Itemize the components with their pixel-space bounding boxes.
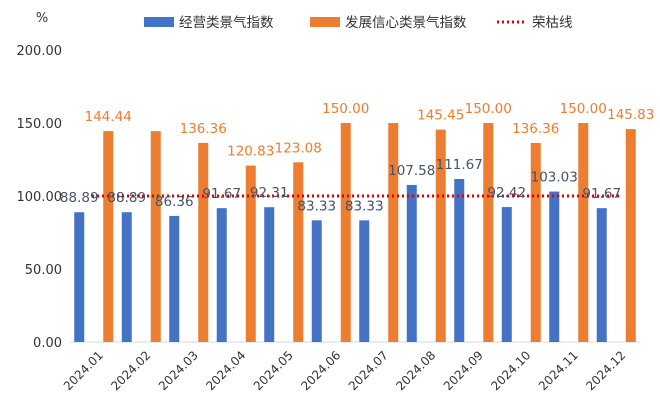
y-tick-label: 50.00 [25,263,62,278]
data-label-series-1: 107.58 [388,163,435,179]
data-label-series-1: 91.67 [202,186,241,202]
x-tick-label: 2024.05 [251,348,296,393]
x-tick-label: 2024.01 [61,348,106,393]
legend-label-series-1: 经营类景气指数 [179,15,274,31]
data-label-series-1: 91.67 [582,186,621,202]
bar-series-2-2024.12 [625,129,636,342]
data-label-series-1: 103.03 [531,170,578,186]
bar-series-1-2024.02 [121,212,132,342]
x-tick-label: 2024.12 [583,348,628,393]
bar-series-2-2024.11 [578,123,589,342]
bar-series-1-2024.03 [169,215,180,342]
y-axis-ticks: 0.00 50.00 100.00 150.00 200.00 [17,44,63,351]
bar-series-2-2024.02 [150,131,161,342]
bar-series-1-2024.08 [406,184,417,342]
bar-series-1-2024.06 [311,220,322,342]
legend-label-reference-line: 荣枯线 [532,15,573,31]
data-label-series-1: 86.36 [155,194,194,210]
data-label-series-2: 150.00 [465,101,512,117]
x-tick-label: 2024.08 [393,348,438,393]
data-label-series-2: 136.36 [180,121,227,137]
bar-series-2-2024.08 [435,129,446,342]
data-label-series-2: 136.36 [512,121,559,137]
legend-swatch-series-1 [144,17,174,27]
data-label-series-2: 150.00 [322,101,369,117]
data-label-series-2: 145.45 [417,108,464,124]
x-tick-label: 2024.06 [298,348,343,393]
data-label-series-1: 88.89 [60,190,99,206]
x-tick-label: 2024.03 [156,348,201,393]
legend-label-series-2: 发展信心类景气指数 [345,15,467,31]
bar-series-1-2024.05 [264,207,275,342]
bar-series-2-2024.03 [198,142,209,342]
data-label-series-1: 83.33 [297,198,336,214]
x-axis-ticks: 2024.01 2024.02 2024.03 2024.04 2024.05 2024.… [61,348,628,393]
data-label-series-2: 145.83 [607,107,654,123]
data-label-series-1: 83.33 [345,198,384,214]
x-tick-label: 2024.02 [108,348,153,393]
bar-series-2-2024.10 [530,142,541,342]
y-tick-label: 0.00 [33,336,62,351]
legend-swatch-series-2 [310,17,340,27]
bar-series-1-2024.04 [216,208,227,342]
data-label-series-2: 120.83 [227,144,274,160]
data-label-series-2: 150.00 [560,101,607,117]
data-label-series-1: 111.67 [436,157,483,173]
data-label-series-1: 88.89 [107,190,146,206]
x-tick-label: 2024.10 [488,348,533,393]
y-tick-label: 200.00 [17,44,63,59]
data-label-series-2: 123.08 [275,140,322,156]
x-tick-label: 2024.09 [441,348,486,393]
bar-series-2-2024.05 [293,162,304,342]
data-labels: 88.89 144.44 88.89 86.36 136.36 91.67 120.83 92… [60,101,654,214]
bar-series-2-2024.04 [245,165,256,342]
y-tick-label: 100.00 [17,190,63,205]
y-axis-unit: % [36,11,48,26]
bar-series-1-2024.10 [501,207,512,342]
bar-series-2-2024.06 [340,123,351,342]
x-tick-label: 2024.07 [346,348,391,393]
legend: 经营类景气指数 发展信心类景气指数 荣枯线 [144,15,573,31]
bar-series-1-2024.01 [74,212,85,342]
x-tick-label: 2024.11 [536,348,581,393]
bar-series-2-2024.07 [388,123,399,342]
y-tick-label: 150.00 [17,117,63,132]
bar-series-1-2024.07 [359,220,370,342]
data-label-series-1: 92.42 [487,185,526,201]
bar-series-2-2024.09 [483,123,494,342]
x-tick-label: 2024.04 [203,348,248,393]
data-label-series-2: 144.44 [85,109,132,125]
bar-series-1-2024.11 [549,191,560,342]
data-label-series-1: 92.31 [250,185,289,201]
bar-series-1-2024.12 [596,208,607,342]
bar-series-1-2024.09 [454,178,465,342]
bars [74,123,636,342]
bar-series-2-2024.01 [103,131,114,342]
